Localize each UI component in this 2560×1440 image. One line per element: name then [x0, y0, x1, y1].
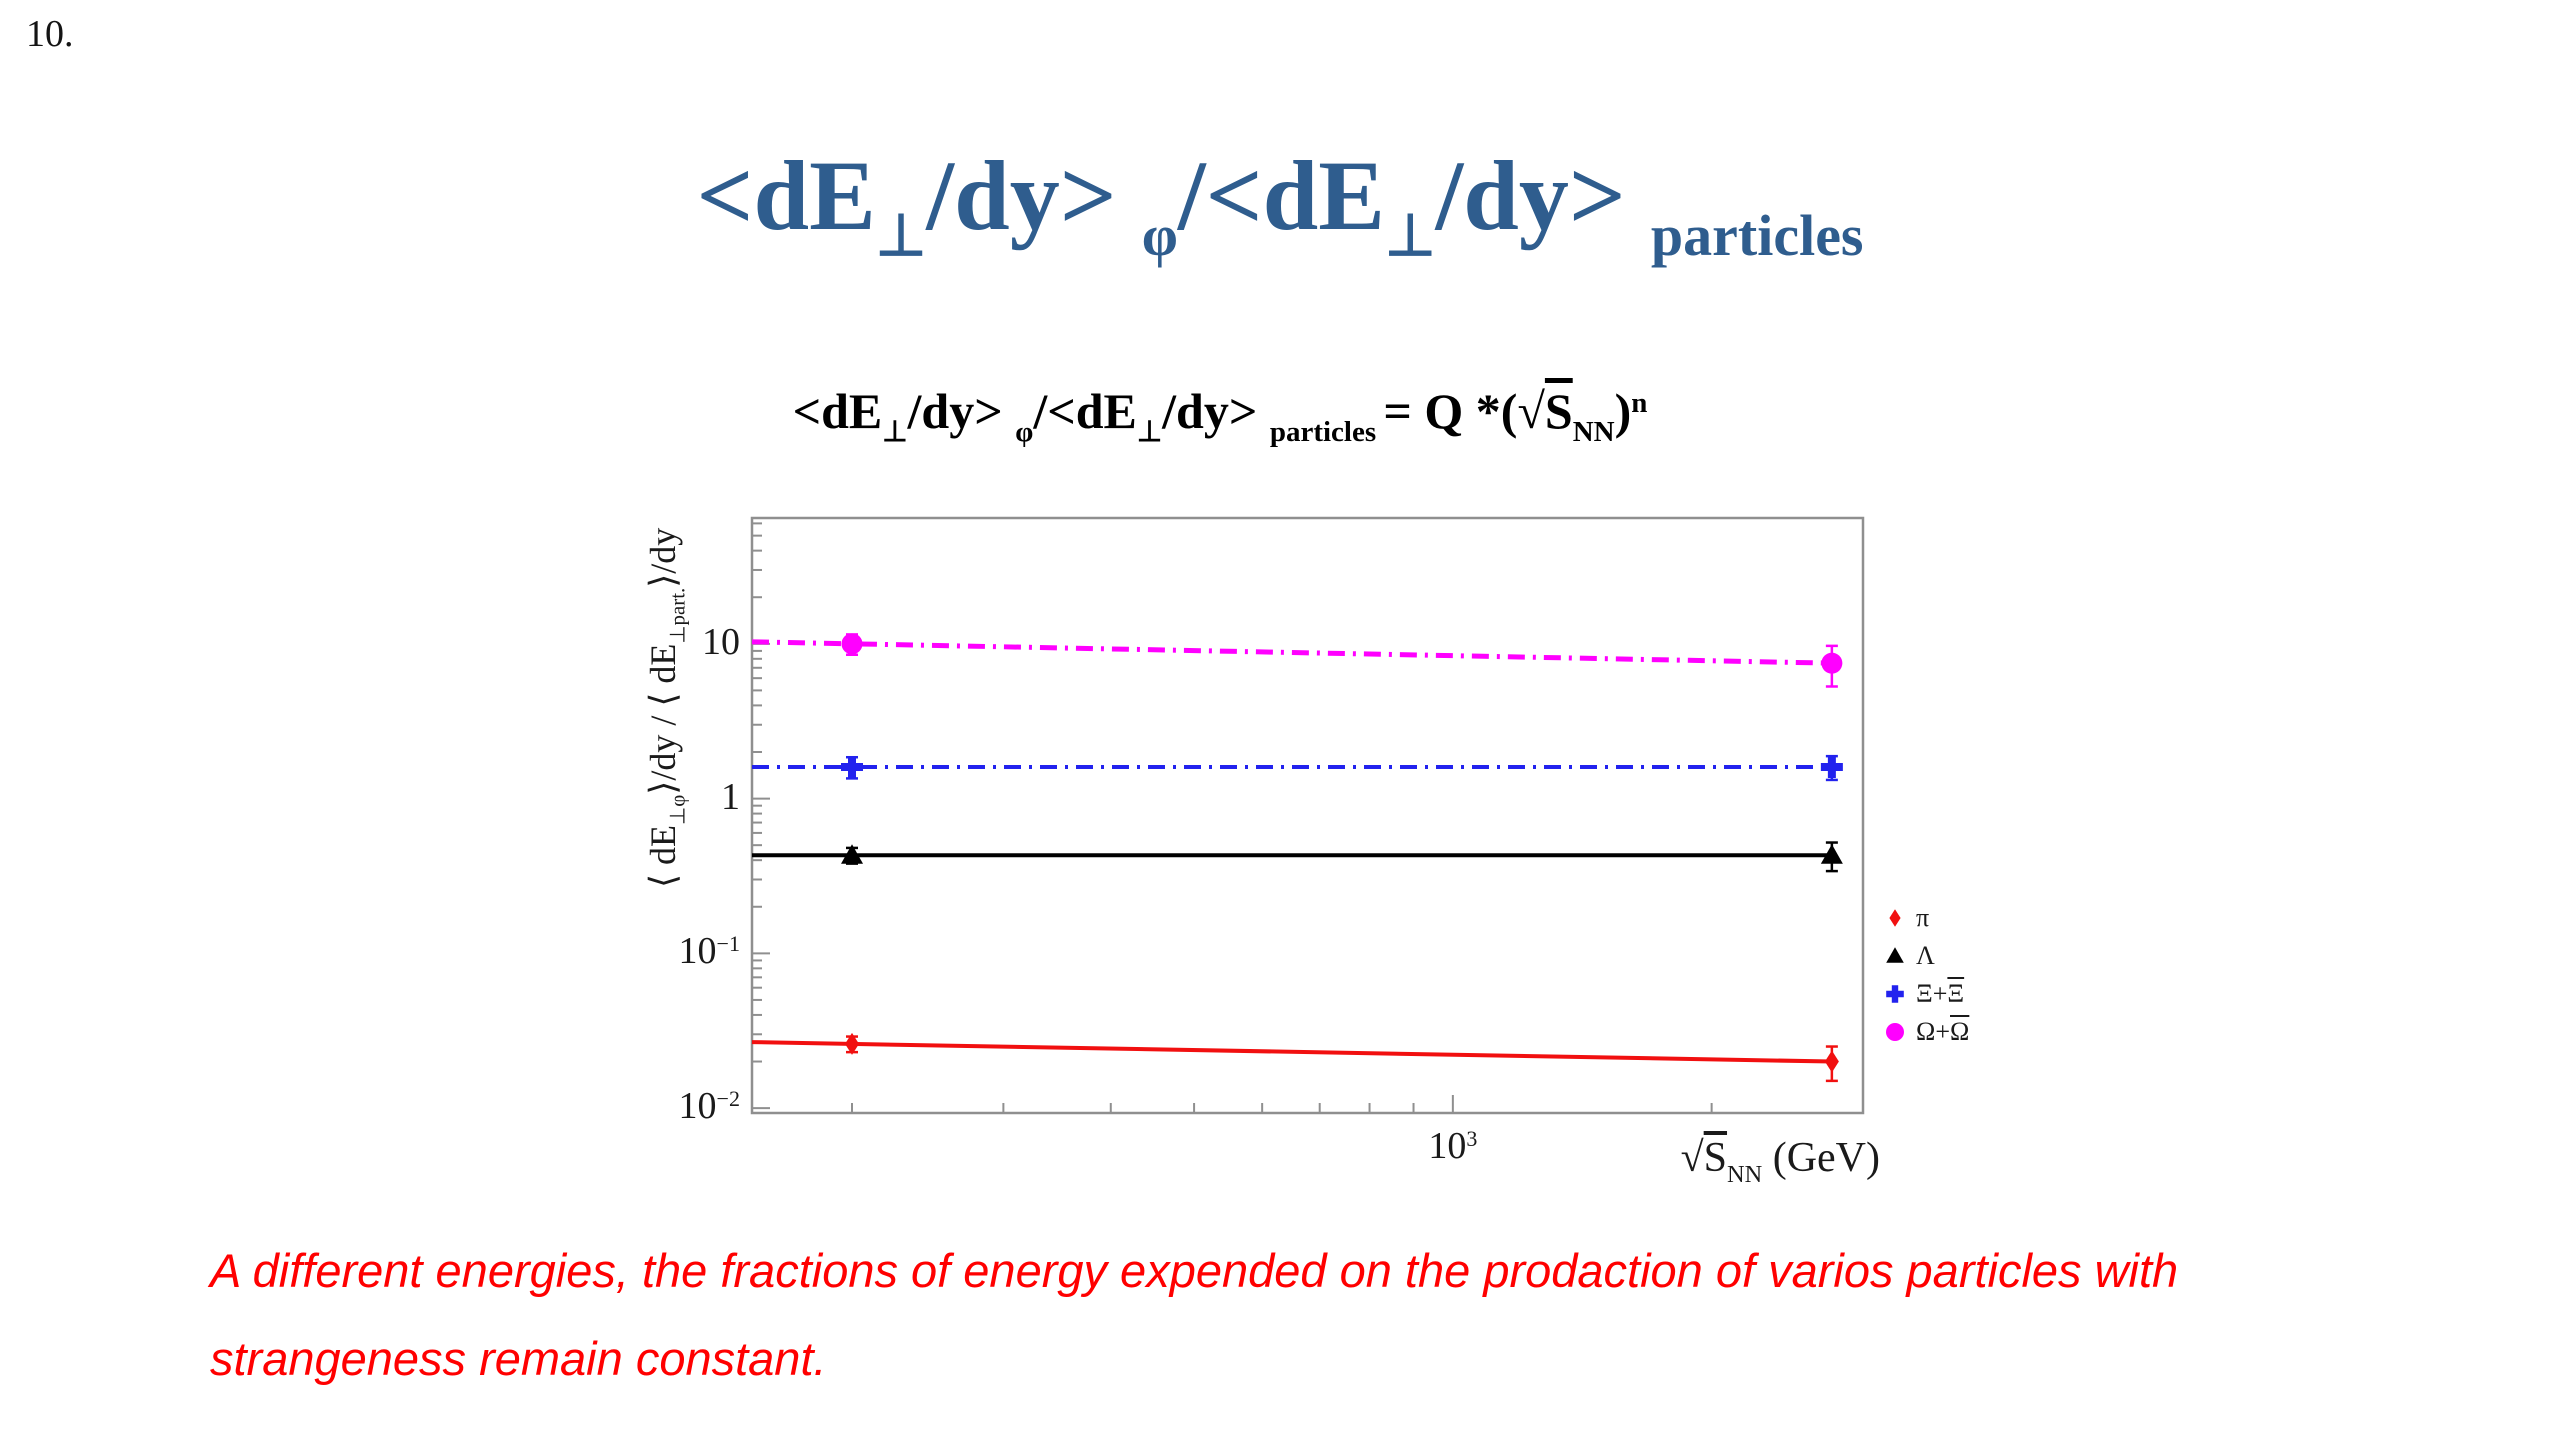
- y-tick-label: 10−2: [678, 1085, 740, 1128]
- x-axis-title: √SNN (GeV): [1680, 1135, 1880, 1188]
- y-tick-label: 10−1: [678, 930, 740, 973]
- x-tick-label: 103: [1428, 1125, 1478, 1167]
- data-point-marker: [1824, 1050, 1839, 1073]
- data-point-marker: [1820, 755, 1843, 778]
- series-cross: [752, 754, 1843, 782]
- page-number: 10.: [26, 13, 74, 55]
- legend-item: Ξ+Ξ: [1880, 975, 1969, 1013]
- legend-item: Λ: [1880, 937, 1969, 975]
- data-point-marker: [841, 844, 864, 864]
- series-line: [751, 639, 1832, 666]
- legend-label: Λ: [1916, 941, 1935, 970]
- legend-label: Ω+Ω: [1916, 1017, 1970, 1046]
- diamond-marker-icon: [1889, 909, 1901, 927]
- cross-marker-icon: [1886, 985, 1904, 1003]
- caption-line-2: strangeness remain constant.: [210, 1332, 827, 1385]
- circle-marker-icon: [1886, 1023, 1904, 1041]
- series-diamond: [751, 1032, 1839, 1083]
- series-circle: [751, 633, 1843, 688]
- legend-item: π: [1880, 899, 1969, 937]
- data-point-marker: [841, 633, 863, 655]
- triangle-marker-icon: [1886, 947, 1904, 963]
- plot-frame: [750, 516, 1865, 1115]
- data-point-marker: [841, 755, 864, 778]
- formula-text: <dE⊥/dy> φ/<dE⊥/dy> particles = Q *(√SNN…: [792, 383, 1648, 449]
- y-axis-title: ⟨ dE⊥φ⟩/dy / ⟨ dE⊥part.⟩/dy: [643, 527, 690, 888]
- data-point-marker: [1820, 844, 1843, 864]
- y-tick-label: 1: [721, 775, 740, 818]
- y-tick-label: 10: [702, 620, 740, 663]
- legend-label: π: [1916, 903, 1930, 932]
- caption: A different energies, the fractions of e…: [210, 1227, 2178, 1403]
- chart-legend: π Λ Ξ+Ξ Ω+Ω: [1880, 899, 1969, 1051]
- data-point-marker: [845, 1032, 860, 1055]
- series-triangle: [752, 841, 1843, 873]
- legend-item: Ω+Ω: [1880, 1013, 1969, 1051]
- data-point-marker: [1821, 652, 1843, 674]
- series-line: [751, 1040, 1832, 1064]
- legend-label: Ξ+Ξ: [1916, 979, 1965, 1008]
- slide-title: <dE⊥/dy> φ/<dE⊥/dy> particles: [696, 140, 1864, 269]
- caption-line-1: A different energies, the fractions of e…: [210, 1244, 2179, 1297]
